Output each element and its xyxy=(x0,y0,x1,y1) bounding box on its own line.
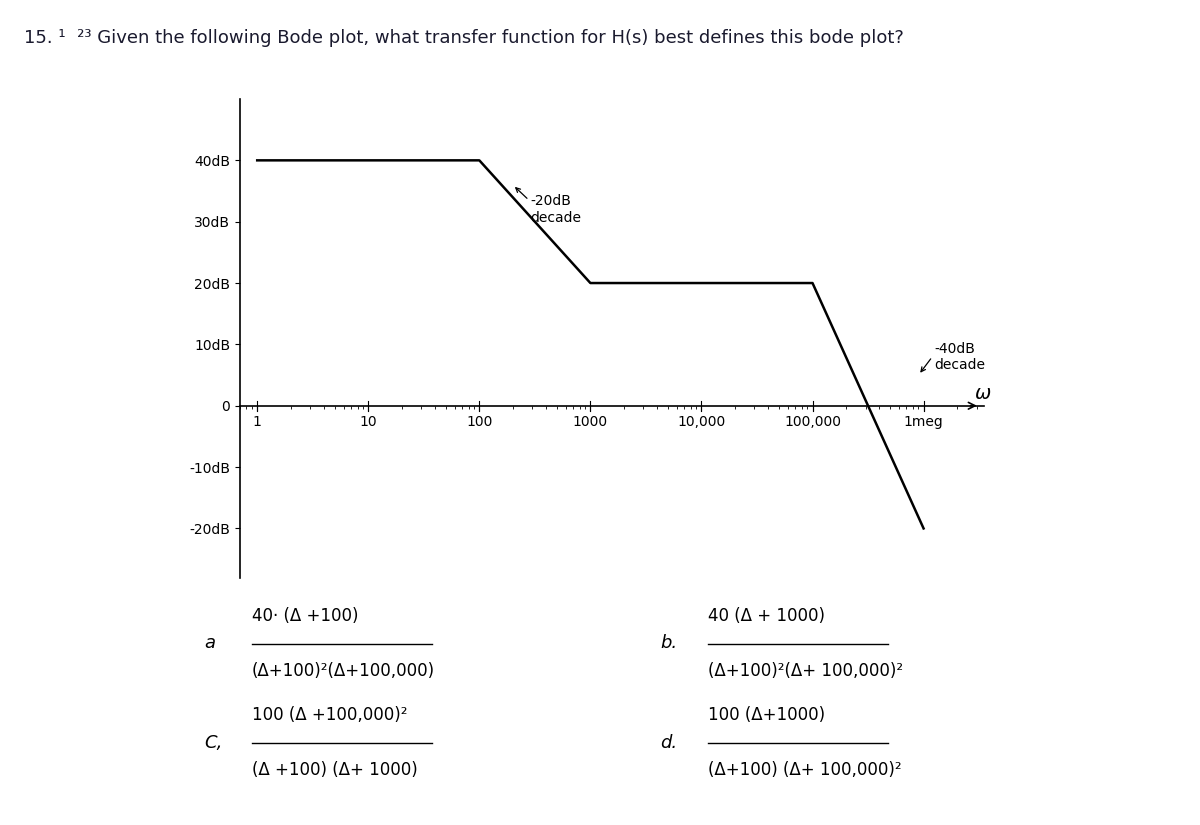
Text: (Δ+100)²(Δ+100,000): (Δ+100)²(Δ+100,000) xyxy=(252,662,436,680)
Text: 100 (Δ+1000): 100 (Δ+1000) xyxy=(708,706,826,724)
Text: b.: b. xyxy=(660,634,677,653)
Text: 15. ¹  ²³ Given the following Bode plot, what transfer function for H(s) best de: 15. ¹ ²³ Given the following Bode plot, … xyxy=(24,29,904,47)
Text: C,: C, xyxy=(204,733,222,752)
Text: 40· (Δ +100): 40· (Δ +100) xyxy=(252,607,359,625)
Text: a: a xyxy=(204,634,215,653)
Text: 40 (Δ + 1000): 40 (Δ + 1000) xyxy=(708,607,826,625)
Text: -40dB
decade: -40dB decade xyxy=(935,342,985,372)
Text: (Δ+100)²(Δ+ 100,000)²: (Δ+100)²(Δ+ 100,000)² xyxy=(708,662,904,680)
Text: $\omega$: $\omega$ xyxy=(974,384,991,403)
Text: (Δ+100) (Δ+ 100,000)²: (Δ+100) (Δ+ 100,000)² xyxy=(708,761,901,779)
Text: (Δ +100) (Δ+ 1000): (Δ +100) (Δ+ 1000) xyxy=(252,761,418,779)
Text: d.: d. xyxy=(660,733,677,752)
Text: 100 (Δ +100,000)²: 100 (Δ +100,000)² xyxy=(252,706,408,724)
Text: -20dB
decade: -20dB decade xyxy=(530,195,582,224)
